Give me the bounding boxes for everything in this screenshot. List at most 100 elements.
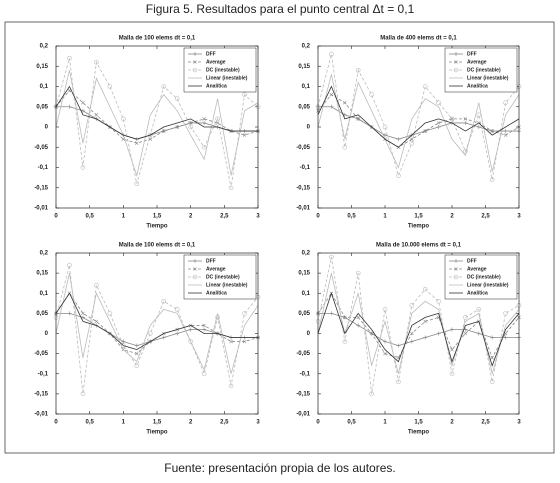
marker-plus [329, 311, 334, 316]
marker-circle [242, 92, 247, 97]
legend-label: DFF [467, 258, 477, 264]
marker-circle [80, 165, 86, 170]
y-tick-label: 0,2 [40, 251, 49, 257]
y-tick-label: -0,15 [296, 185, 310, 191]
x-tick-label: 1 [122, 420, 126, 426]
marker-circle [94, 59, 99, 65]
marker-plus [423, 335, 428, 340]
marker-circle [107, 311, 113, 316]
y-tick-label: 0,15 [298, 271, 310, 277]
marker-plus [396, 343, 401, 348]
marker-plus [134, 343, 139, 348]
x-tick-label: 0 [54, 214, 58, 220]
y-tick-label: 0 [45, 125, 49, 131]
legend-label: Analítica [206, 83, 227, 89]
marker-plus [476, 125, 481, 129]
marker-circle [489, 379, 495, 385]
marker-x [81, 100, 85, 105]
x-tick-label: 3 [517, 420, 521, 426]
legend-marker [454, 267, 458, 271]
marker-x [94, 319, 99, 324]
marker-circle [228, 185, 234, 191]
legend-marker [192, 274, 198, 280]
legend-label: Analítica [467, 290, 488, 296]
legend-label: Linear (inestable) [206, 75, 248, 81]
marker-x [242, 339, 247, 344]
marker-circle [489, 177, 495, 182]
marker-circle [436, 100, 441, 105]
marker-plus [67, 311, 72, 316]
y-tick-label: 0,1 [302, 291, 311, 297]
marker-x [356, 315, 361, 320]
x-tick-label: 2 [450, 214, 454, 220]
y-tick-label: 0,05 [36, 104, 48, 110]
x-tick-label: 2 [189, 214, 193, 220]
marker-circle [188, 339, 193, 344]
y-tick-label: -0,15 [34, 391, 48, 397]
marker-circle [107, 84, 113, 89]
marker-plus [396, 137, 401, 142]
marker-plus [202, 327, 207, 332]
series-line [317, 291, 520, 367]
marker-circle [161, 84, 167, 89]
marker-x [242, 133, 247, 137]
marker-circle [436, 298, 441, 304]
chart-title: Malla de 100 elems dt = 0,1 [119, 36, 196, 42]
y-tick-label: -0,1 [300, 371, 311, 377]
marker-x [229, 339, 233, 344]
marker-x [369, 331, 374, 336]
legend-label: Analítica [206, 290, 227, 296]
marker-plus [490, 335, 495, 340]
marker-x [81, 311, 85, 316]
y-tick-label: -0,05 [296, 351, 310, 357]
x-tick-label: 3 [256, 214, 260, 220]
marker-plus [383, 339, 387, 344]
marker-circle [188, 124, 193, 130]
plot-frame [317, 45, 520, 209]
x-tick-label: 1,5 [153, 420, 162, 426]
x-tick-label: 3 [517, 214, 521, 220]
marker-circle [215, 116, 220, 122]
y-tick-label: 0,1 [302, 84, 311, 90]
marker-circle [396, 379, 401, 385]
y-tick-label: -0,01 [34, 206, 48, 212]
legend-label: DC (inestable) [467, 274, 501, 280]
marker-x [463, 117, 468, 121]
y-tick-label: 0,15 [36, 271, 48, 277]
series-line [55, 292, 259, 355]
marker-circle [329, 254, 334, 260]
plot-frame [317, 252, 520, 415]
marker-circle [147, 132, 153, 138]
marker-circle [355, 270, 361, 276]
legend-marker [454, 259, 458, 263]
marker-plus [383, 133, 387, 138]
y-tick-label: 0,2 [40, 44, 49, 50]
series-line [55, 273, 259, 374]
chart-title: Malla de 10.000 elems dt = 0,1 [376, 243, 462, 249]
y-tick-label: 0,05 [298, 104, 310, 110]
plot-frame [55, 45, 259, 209]
marker-circle [503, 311, 508, 316]
marker-circle [67, 262, 72, 268]
y-tick-label: -0,15 [34, 185, 48, 191]
y-tick-label: -0,1 [38, 371, 49, 377]
marker-circle [382, 124, 388, 130]
marker-circle [201, 144, 207, 150]
marker-x [161, 129, 166, 133]
marker-x [423, 319, 428, 324]
marker-circle [201, 371, 207, 377]
marker-plus [80, 315, 85, 320]
marker-x [383, 351, 387, 356]
marker-circle [409, 303, 415, 308]
marker-x [202, 323, 206, 328]
marker-circle [369, 391, 374, 397]
marker-plus [188, 327, 193, 332]
x-tick-label: 0 [316, 420, 320, 426]
marker-plus [202, 120, 207, 125]
marker-x [175, 125, 180, 129]
plot-frame [55, 252, 259, 415]
series-line [55, 85, 258, 140]
legend-marker [454, 52, 458, 56]
series-line [317, 256, 520, 394]
